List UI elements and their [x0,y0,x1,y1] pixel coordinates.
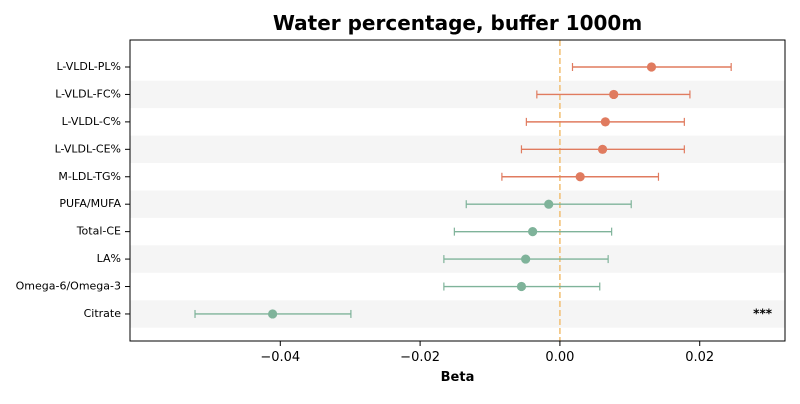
forest-row [443,281,601,292]
y-axis: L-VLDL-PL% L-VLDL-FC% L-VLDL-C% L-VLDL-CE% M… [16,60,130,320]
forest-row [465,199,632,209]
y-tick-label: Total-CE [76,225,121,238]
forest-row [520,144,685,154]
x-tick-label: 0.02 [685,350,714,365]
y-tick-label: L-VLDL-PL% [56,60,121,73]
data-rows: *** [194,62,773,320]
beta-point [268,309,278,319]
forest-row [501,172,660,182]
x-tick-label: −0.02 [400,350,440,365]
y-tick-label: PUFA/MUFA [59,197,121,210]
forest-row: *** [194,306,773,320]
y-tick-label: Citrate [84,307,122,320]
significance-annotation: *** [753,306,773,320]
forest-row [443,254,609,264]
x-axis: −0.04 −0.02 0.00 0.02 [260,341,714,365]
forest-row [536,89,691,100]
beta-point [575,172,585,182]
beta-point [597,144,608,154]
forest-row [525,117,685,127]
beta-point [528,227,538,237]
row-band [130,190,785,218]
beta-point [516,281,527,292]
forest-row [453,227,613,237]
y-tick-label: Omega-6/Omega-3 [16,280,121,293]
y-tick-label: L-VLDL-FC% [55,87,121,100]
row-band [130,135,785,164]
y-tick-label: L-VLDL-CE% [55,142,121,155]
beta-point [646,62,657,72]
row-bands [130,80,785,328]
x-tick-label: −0.04 [260,350,300,365]
y-tick-label: M-LDL-TG% [58,170,121,183]
forest-row [571,62,732,72]
x-axis-label: Beta [441,370,475,385]
plot-frame [129,39,786,342]
y-tick-label: LA% [97,252,121,265]
x-tick-label: 0.00 [545,350,574,365]
chart-title: Water percentage, buffer 1000m [273,11,642,35]
beta-point [544,199,554,209]
beta-point [609,89,619,100]
y-tick-label: L-VLDL-C% [62,115,121,128]
beta-point [521,254,531,264]
beta-point [600,117,610,127]
